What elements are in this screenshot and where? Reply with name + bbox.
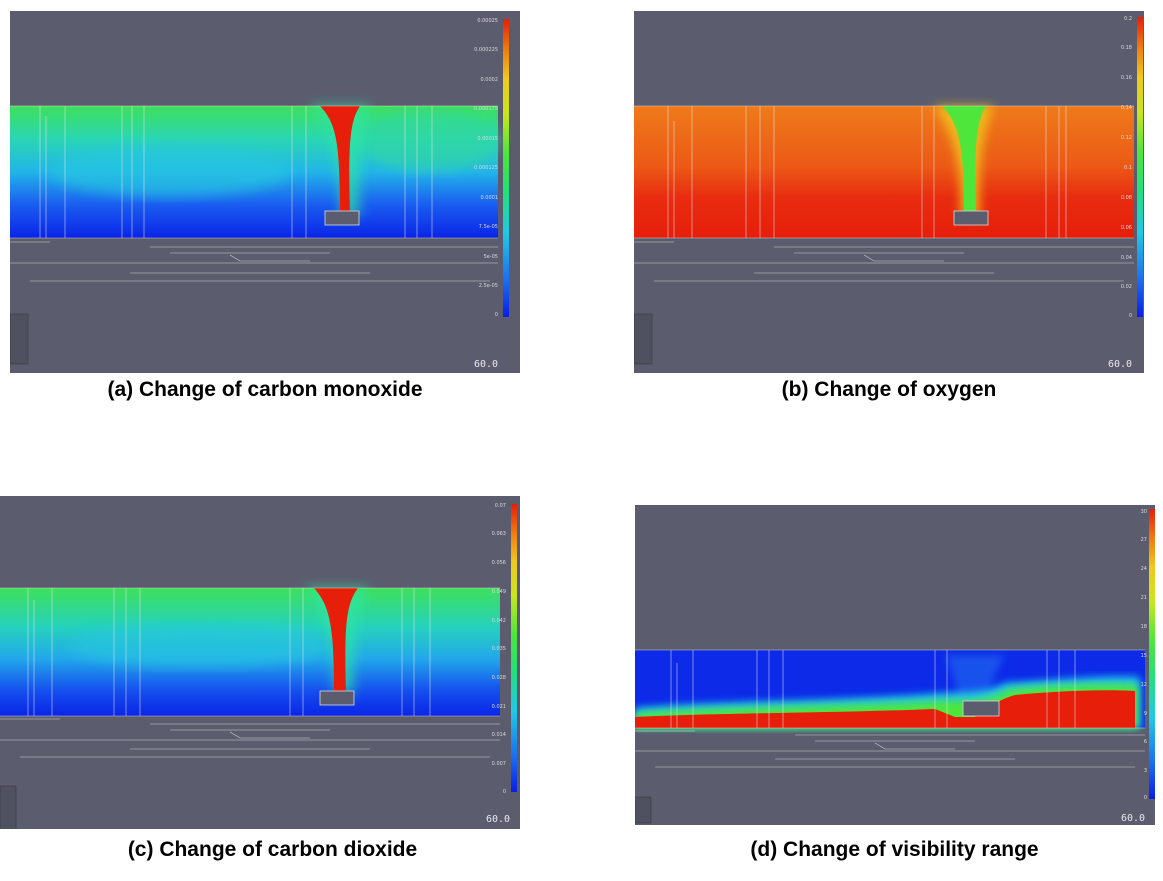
svg-text:0.056: 0.056: [492, 560, 506, 566]
svg-text:0.0001: 0.0001: [481, 195, 499, 201]
svg-text:5e-05: 5e-05: [484, 254, 498, 260]
svg-text:27: 27: [1141, 537, 1147, 543]
svg-text:12: 12: [1141, 682, 1147, 688]
svg-text:0.000125: 0.000125: [474, 165, 498, 171]
svg-text:7.5e-05: 7.5e-05: [479, 224, 498, 230]
svg-text:0.02: 0.02: [1121, 284, 1132, 290]
panel-carbon-monoxide: 0.00025 0.000225 0.0002 0.000175 0.00015…: [10, 11, 520, 373]
svg-text:0.12: 0.12: [1121, 135, 1132, 141]
svg-text:0.16: 0.16: [1121, 75, 1132, 81]
panel-carbon-dioxide: 0.07 0.063 0.056 0.049 0.042 0.035 0.028…: [0, 496, 520, 829]
time-label: 60.0: [1108, 359, 1132, 370]
svg-text:21: 21: [1141, 595, 1147, 601]
caption-d: (d) Change of visibility range: [750, 838, 1039, 861]
svg-text:0.063: 0.063: [492, 531, 506, 537]
co2-visualization: 0.07 0.063 0.056 0.049 0.042 0.035 0.028…: [0, 503, 517, 829]
caption-c: (c) Change of carbon dioxide: [127, 838, 418, 861]
svg-text:0.042: 0.042: [492, 618, 506, 624]
svg-text:0: 0: [495, 312, 498, 318]
svg-text:0.000175: 0.000175: [474, 106, 498, 112]
svg-text:0.049: 0.049: [492, 589, 506, 595]
svg-text:9: 9: [1144, 711, 1147, 717]
co-visualization: 0.00025 0.000225 0.0002 0.000175 0.00015…: [10, 18, 509, 370]
caption-a: (a) Change of carbon monoxide: [107, 378, 423, 401]
svg-text:0.000225: 0.000225: [474, 47, 498, 53]
svg-text:0.014: 0.014: [492, 732, 506, 738]
svg-text:0.06: 0.06: [1121, 225, 1132, 231]
svg-text:0.08: 0.08: [1121, 195, 1132, 201]
time-label: 60.0: [474, 359, 498, 370]
svg-text:30: 30: [1141, 509, 1147, 515]
svg-text:0.18: 0.18: [1121, 45, 1132, 51]
svg-text:0.0002: 0.0002: [481, 77, 499, 83]
panel-oxygen: 0.2 0.18 0.16 0.14 0.12 0.1 0.08 0.06 0.…: [634, 11, 1144, 373]
colorbar: [511, 504, 517, 792]
svg-text:0.2: 0.2: [1124, 16, 1132, 22]
svg-text:0: 0: [1144, 795, 1147, 801]
svg-text:6: 6: [1144, 739, 1147, 745]
svg-text:0.021: 0.021: [492, 704, 506, 710]
svg-text:2.5e-05: 2.5e-05: [479, 283, 498, 289]
svg-text:0: 0: [1129, 313, 1132, 319]
caption-b: (b) Change of oxygen: [781, 378, 997, 401]
oxygen-visualization: 0.2 0.18 0.16 0.14 0.12 0.1 0.08 0.06 0.…: [634, 16, 1143, 370]
visibility-visualization: 30 27 24 21 18 15 12 9 6 3 0 60.0: [635, 509, 1155, 824]
svg-text:0.007: 0.007: [492, 761, 506, 767]
svg-text:0.00015: 0.00015: [477, 136, 498, 142]
svg-text:0: 0: [503, 789, 506, 795]
svg-text:0.028: 0.028: [492, 675, 506, 681]
time-label: 60.0: [486, 814, 510, 825]
svg-text:3: 3: [1144, 768, 1147, 774]
colorbar: [1137, 17, 1143, 317]
colorbar: [1149, 509, 1155, 799]
svg-text:0.07: 0.07: [495, 503, 506, 509]
svg-text:18: 18: [1141, 624, 1147, 630]
svg-text:0.00025: 0.00025: [477, 18, 498, 24]
time-label: 60.0: [1121, 813, 1145, 824]
svg-text:24: 24: [1141, 566, 1147, 572]
panel-visibility-range: 30 27 24 21 18 15 12 9 6 3 0 60.0: [635, 505, 1155, 825]
svg-text:0.035: 0.035: [492, 646, 506, 652]
svg-text:0.14: 0.14: [1121, 105, 1132, 111]
svg-text:15: 15: [1141, 653, 1147, 659]
svg-text:0.04: 0.04: [1121, 255, 1132, 261]
colorbar: [503, 19, 509, 317]
svg-text:0.1: 0.1: [1124, 165, 1132, 171]
